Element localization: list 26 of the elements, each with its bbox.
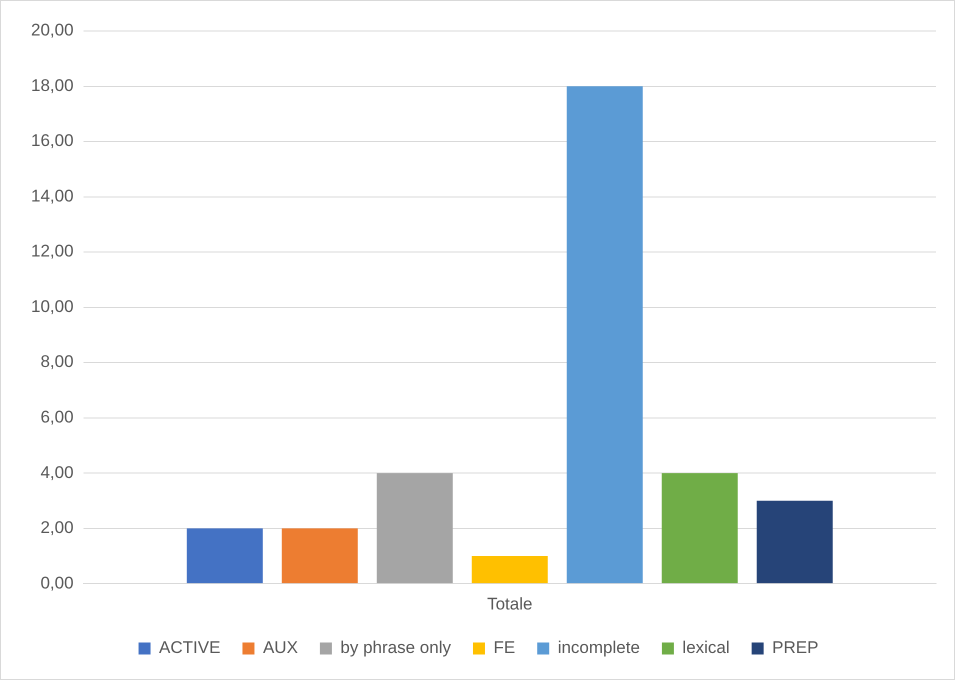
- bar: [282, 528, 358, 584]
- bar: [186, 528, 263, 584]
- y-tick-label: 16,00: [30, 131, 74, 150]
- legend-label: by phrase only: [340, 638, 452, 658]
- y-tick-label: 6,00: [40, 408, 74, 427]
- bar: [376, 473, 453, 584]
- legend-label: AUX: [262, 638, 298, 658]
- legend-label: PREP: [772, 638, 818, 658]
- legend-label: ACTIVE: [159, 638, 220, 658]
- legend-label: FE: [493, 638, 516, 658]
- y-tick-label: 12,00: [30, 242, 74, 261]
- y-tick-label: 0,00: [40, 573, 74, 592]
- y-tick-label: 14,00: [30, 186, 74, 206]
- legend-label: lexical: [682, 638, 730, 658]
- y-tick-label: 8,00: [40, 352, 74, 372]
- y-tick-label: 20,00: [30, 20, 74, 40]
- bar: [566, 86, 643, 584]
- x-tick-label: Totale: [487, 594, 532, 614]
- y-tick-label: 2,00: [40, 518, 74, 538]
- y-tick-label: 4,00: [40, 462, 74, 482]
- y-tick-label: 10,00: [30, 296, 74, 316]
- bar: [662, 473, 738, 584]
- y-tick-label: 18,00: [30, 76, 74, 95]
- bar: [756, 500, 833, 584]
- bar: [472, 556, 548, 584]
- legend-label: incomplete: [558, 638, 640, 658]
